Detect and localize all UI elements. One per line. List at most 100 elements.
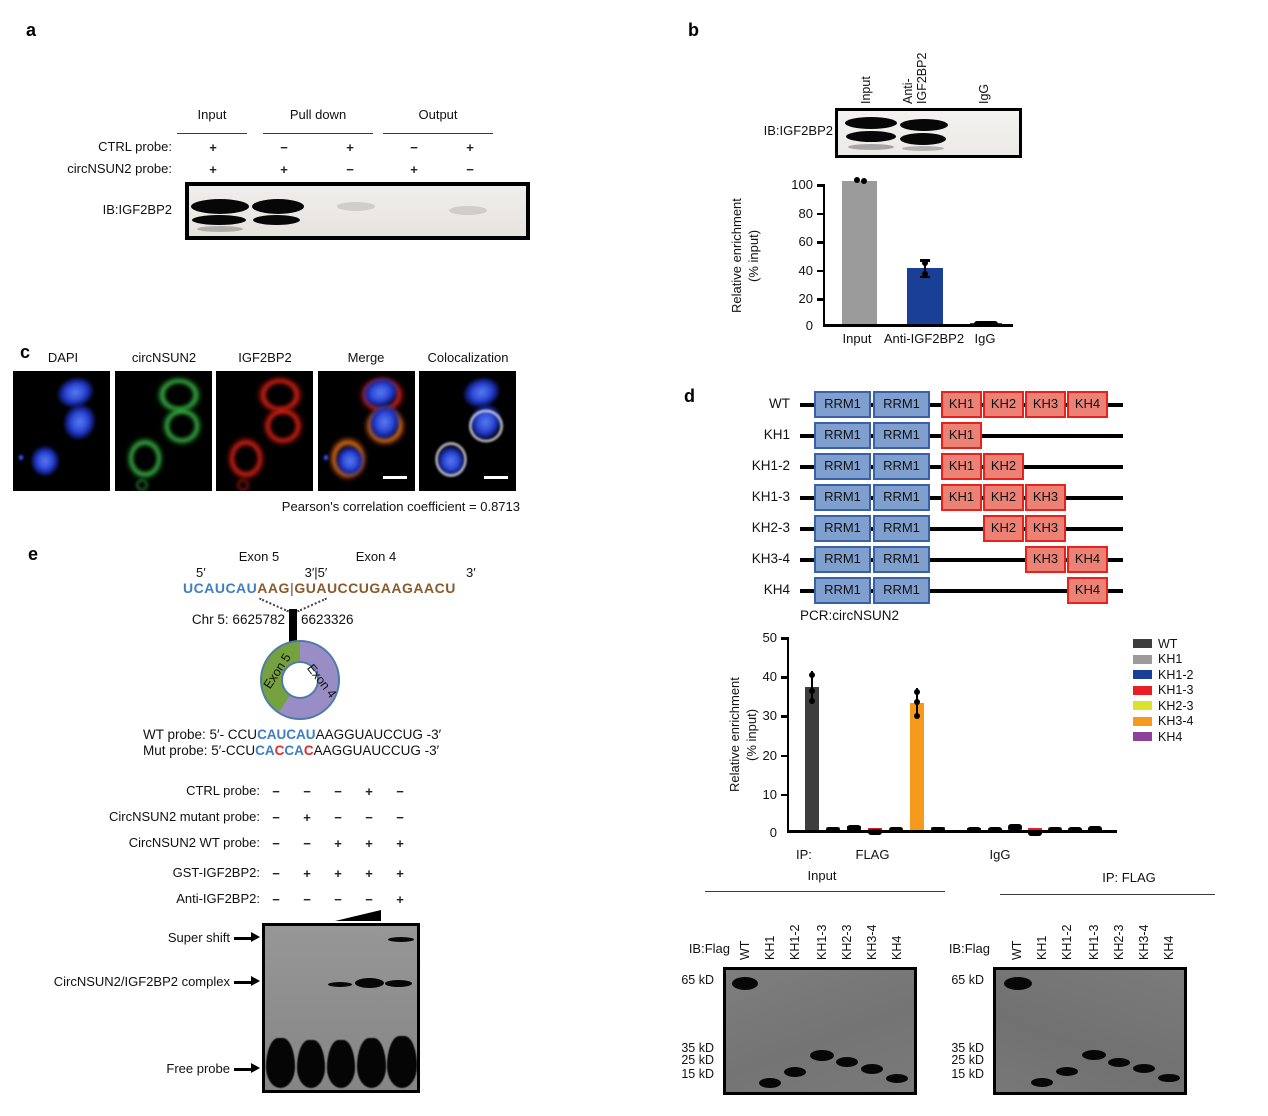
y-tick-label: 60 [798, 234, 813, 250]
mut-probe-r2: C [303, 743, 314, 758]
bar-flag-kh2-3 [889, 826, 903, 833]
micrograph-label: circNSUN2 [131, 350, 197, 365]
plus-minus: − [303, 784, 311, 799]
col-header-output: Output [418, 107, 458, 122]
underline [383, 133, 493, 134]
plus-minus: − [272, 836, 280, 851]
rrm-box: RRM1 [873, 546, 930, 573]
marker-label: 65 kD [681, 973, 714, 987]
micrograph-dapi [13, 371, 110, 491]
plus-minus: + [209, 140, 217, 155]
lane-label: KH1 [763, 935, 777, 960]
bar-chart-rip: 100 80 60 40 20 0 [791, 177, 1013, 333]
micrograph-label: DAPI [47, 350, 79, 365]
legend-item: KH4 [1133, 729, 1193, 745]
legend-label: WT [1158, 636, 1178, 651]
plus-minus: − [280, 140, 288, 155]
free-probe-blob [297, 1040, 325, 1088]
plus-minus: − [396, 784, 404, 799]
construct-label: WT [769, 396, 790, 411]
construct-label: KH4 [763, 582, 790, 597]
blot-band [900, 133, 946, 145]
lane-label: KH2-3 [1112, 924, 1126, 960]
rrm-box: RRM1 [814, 484, 871, 511]
construct-label: KH1 [763, 427, 790, 442]
kh-box: KH1 [941, 484, 982, 511]
lane-label: KH2-3 [840, 924, 854, 960]
legend-swatch [1133, 701, 1152, 711]
lane-label: KH4 [1162, 935, 1176, 960]
mut-probe-prefix: Mut probe: 5′-CCU [143, 743, 256, 758]
complex-band [385, 980, 412, 987]
plus-minus: + [396, 892, 404, 907]
plus-minus: + [303, 866, 311, 881]
legend-swatch [1133, 639, 1152, 649]
plus-minus: + [466, 140, 474, 155]
kh-box: KH3 [1025, 391, 1066, 418]
plus-minus: + [303, 810, 311, 825]
kh-box: KH3 [1025, 515, 1066, 542]
rrm-box: RRM1 [814, 546, 871, 573]
x-axis-flag: FLAG [855, 847, 890, 862]
marker-label: 35 kD [951, 1041, 984, 1055]
blot-band [197, 226, 243, 232]
seq-aag: AAG [257, 580, 290, 596]
exon5-label: Exon 5 [238, 549, 280, 564]
bar-input [842, 177, 877, 324]
exon4-label: Exon 4 [355, 549, 397, 564]
lane-label: KH1-3 [815, 924, 829, 960]
rrm-box: RRM1 [873, 453, 930, 480]
marker-label: 15 kD [681, 1067, 714, 1081]
seq-divider: | [289, 580, 295, 596]
super-shift-band [388, 937, 414, 942]
x-axis-igg: IgG [989, 847, 1011, 862]
annotation-free-probe: Free probe [166, 1061, 230, 1076]
lane-label: WT [1010, 940, 1024, 960]
legend-swatch [1133, 732, 1152, 742]
marker-label: 35 kD [681, 1041, 714, 1055]
blot-band [845, 117, 897, 129]
legend-label: KH1 [1158, 652, 1183, 666]
lane-label: KH1-2 [1060, 924, 1074, 960]
kh-box: KH4 [1067, 391, 1108, 418]
chr-coordinate-left: Chr 5: 6625782 [191, 612, 285, 627]
y-tick-label: 20 [762, 747, 777, 763]
legend-swatch [1133, 716, 1152, 726]
kh-box: KH3 [1025, 484, 1066, 511]
free-probe-blob [357, 1038, 386, 1088]
blot-band [846, 131, 896, 142]
plus-minus: − [466, 162, 474, 177]
mut-probe-suffix: AAGGUAUCCUG -3′ [313, 743, 440, 758]
western-blot-rip [835, 108, 1022, 158]
panel-c-letter: c [20, 342, 31, 362]
legend-item: KH1 [1133, 652, 1193, 668]
rrm-box: RRM1 [814, 453, 871, 480]
mut-probe-b1: CA [255, 743, 275, 758]
underline [263, 133, 373, 134]
kh-box: KH1 [941, 422, 982, 449]
prime-5: 5′ [196, 565, 206, 580]
free-probe-blob [327, 1040, 355, 1088]
plus-minus: − [396, 810, 404, 825]
x-axis-ip: IP: [796, 847, 812, 862]
y-tick-label: 0 [805, 318, 813, 333]
plus-minus: + [396, 866, 404, 881]
marker-label: 65 kD [951, 973, 984, 987]
legend-item: KH1-3 [1133, 683, 1193, 699]
rrm-box: RRM1 [814, 577, 871, 604]
annotation-super-shift: Super shift [167, 930, 230, 945]
plus-minus: − [346, 162, 354, 177]
wt-probe-suffix: AAGGUAUCCUG -3′ [315, 727, 442, 742]
bar-igg-wt [967, 827, 981, 833]
western-blot-pulldown [185, 182, 530, 240]
blot-band [192, 215, 246, 225]
legend-swatch [1133, 670, 1152, 680]
blot-header-input: Input [807, 868, 837, 883]
mut-probe-b2: CA [284, 743, 304, 758]
scale-bar [484, 476, 508, 479]
y-axis-label: Relative enrichment [729, 198, 744, 313]
lane-label: KH1 [1035, 935, 1049, 960]
panel-d-letter: d [684, 386, 695, 406]
lane-label: KH3-4 [865, 924, 879, 960]
